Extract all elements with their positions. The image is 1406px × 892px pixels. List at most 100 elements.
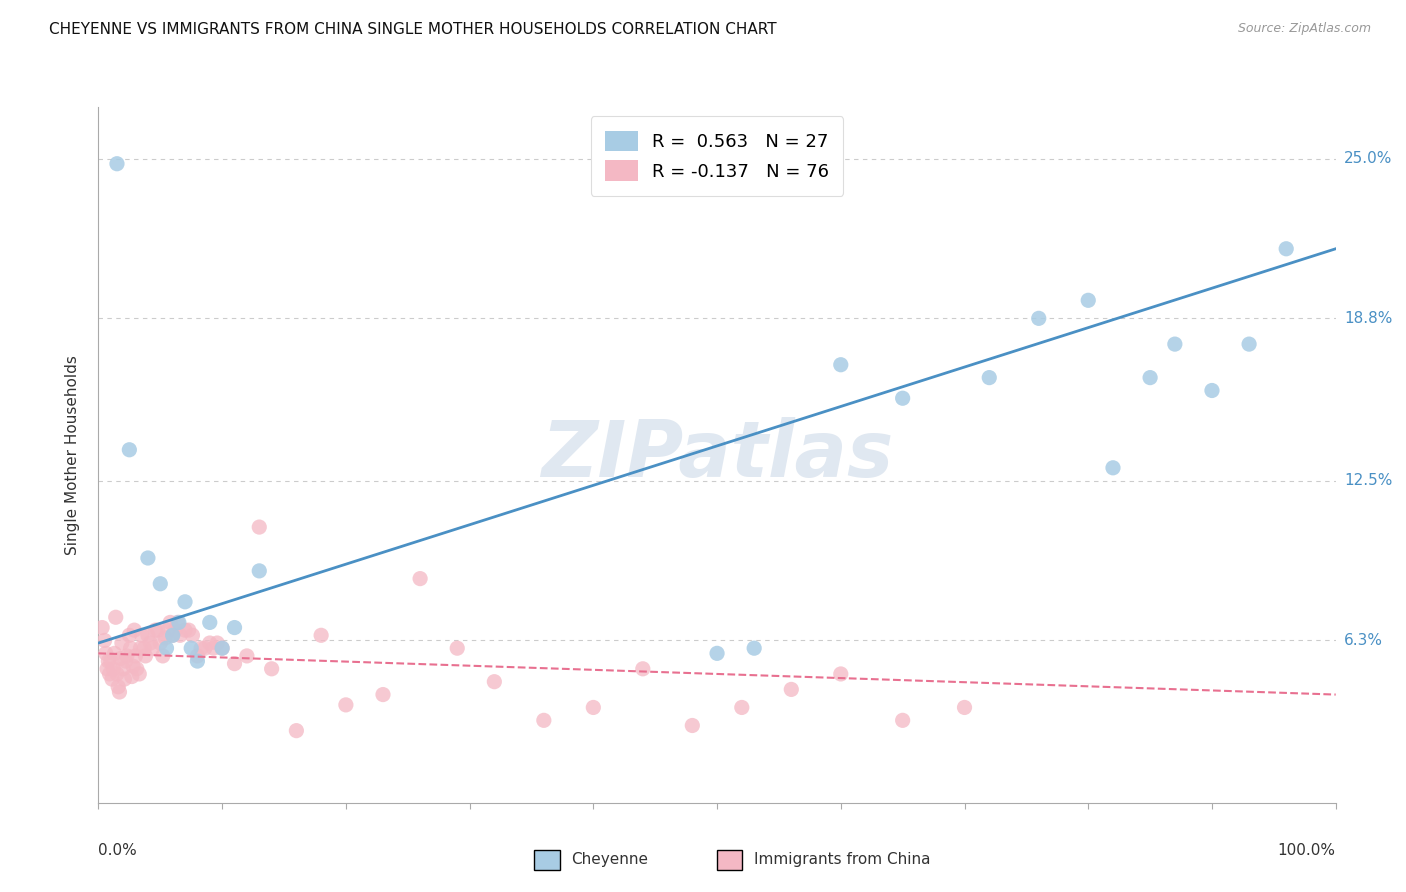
Point [211,641,233,656]
Point [484,674,506,689]
Point [194,641,217,656]
Point [177,623,200,637]
Point [136,628,159,642]
Point [174,595,197,609]
Text: 18.8%: 18.8% [1344,310,1392,326]
Point [186,654,208,668]
Point [247,520,270,534]
Point [224,621,246,635]
Text: CHEYENNE VS IMMIGRANTS FROM CHINA SINGLE MOTHER HOUSEHOLDS CORRELATION CHART: CHEYENNE VS IMMIGRANTS FROM CHINA SINGLE… [49,22,778,37]
Point [165,623,187,637]
Point [1164,337,1187,351]
Point [114,654,136,668]
Point [129,641,152,656]
Point [94,646,117,660]
Point [155,631,177,645]
Point [335,698,357,712]
Point [205,636,228,650]
Point [979,370,1001,384]
Point [118,628,141,642]
Point [162,628,184,642]
Point [107,680,129,694]
Point [446,641,468,656]
Point [247,564,270,578]
Point [211,641,233,656]
Point [105,667,128,681]
Point [112,662,135,676]
Point [110,651,132,665]
Point [103,662,125,676]
Point [108,685,131,699]
Point [190,641,212,656]
Point [1028,311,1050,326]
Point [142,641,165,656]
Point [136,551,159,566]
Point [780,682,803,697]
Text: 100.0%: 100.0% [1278,843,1336,858]
Point [100,654,122,668]
Point [162,628,184,642]
Point [98,667,121,681]
Point [198,636,221,650]
Point [582,700,605,714]
Point [96,662,118,676]
Point [93,633,115,648]
Point [1102,460,1125,475]
Point [131,628,153,642]
Point [681,718,703,732]
Point [1201,384,1223,398]
Point [115,648,138,663]
Point [146,623,169,637]
Point [1139,370,1161,384]
Point [159,615,181,630]
Point [891,714,914,728]
Point [105,157,128,171]
Text: Immigrants from China: Immigrants from China [754,853,931,867]
Point [122,659,145,673]
Text: 6.3%: 6.3% [1344,633,1384,648]
Point [731,700,754,714]
Point [202,641,225,656]
Point [830,358,852,372]
Point [260,662,283,676]
Point [181,628,204,642]
Point [1077,293,1099,308]
Point [169,628,191,642]
Point [953,700,976,714]
Point [409,572,432,586]
Point [103,646,125,660]
Point [97,654,120,668]
Point [125,662,148,676]
Point [128,667,150,681]
Text: Source: ZipAtlas.com: Source: ZipAtlas.com [1237,22,1371,36]
Point [156,623,179,637]
Point [149,576,172,591]
Point [1237,337,1260,351]
Point [101,672,124,686]
Point [124,648,146,663]
Point [111,636,134,650]
Point [118,442,141,457]
Point [112,672,135,686]
Point [180,641,202,656]
Point [120,641,142,656]
Point [1275,242,1298,256]
Point [143,623,166,637]
Point [104,610,127,624]
Point [166,615,188,630]
Point [631,662,654,676]
Text: ZIPatlas: ZIPatlas [541,417,893,493]
Point [198,615,221,630]
Point [134,641,156,656]
Legend: R =  0.563   N = 27, R = -0.137   N = 76: R = 0.563 N = 27, R = -0.137 N = 76 [591,116,844,195]
Point [742,641,765,656]
Text: Cheyenne: Cheyenne [571,853,648,867]
Text: 25.0%: 25.0% [1344,151,1392,166]
Point [155,641,177,656]
Point [139,636,162,650]
Point [830,667,852,681]
Point [149,636,172,650]
Point [91,621,114,635]
Text: 12.5%: 12.5% [1344,473,1392,488]
Point [186,648,208,663]
